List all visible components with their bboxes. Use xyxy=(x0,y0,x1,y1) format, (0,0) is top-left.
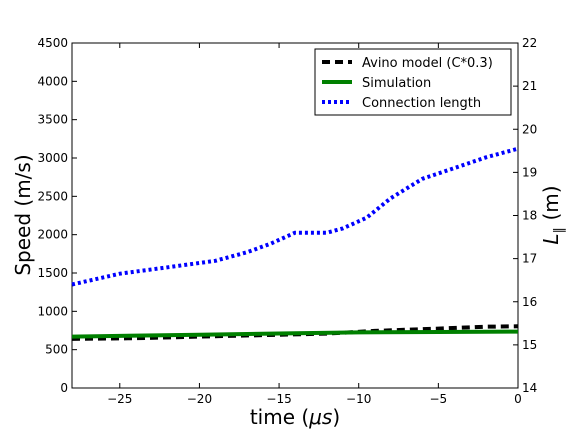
y-tick-label: 2500 xyxy=(37,189,68,203)
y2-tick-label: 14 xyxy=(522,381,537,395)
y-tick-label: 1000 xyxy=(37,304,68,318)
x-tick-label: −25 xyxy=(107,392,132,406)
y2-tick-label: 19 xyxy=(522,165,537,179)
y-tick-label: 3500 xyxy=(37,113,68,127)
y2-tick-label: 15 xyxy=(522,338,537,352)
y2-tick-label: 18 xyxy=(522,209,537,223)
y2-tick-label: 21 xyxy=(522,79,537,93)
series-line-simulation xyxy=(71,329,519,339)
legend-label-simulation: Simulation xyxy=(362,76,431,91)
y-tick-label: 4500 xyxy=(37,36,68,50)
legend-label-connection: Connection length xyxy=(362,96,481,111)
x-tick-label: 0 xyxy=(514,392,522,406)
x-tick-label: −10 xyxy=(346,392,371,406)
y2-tick-label: 17 xyxy=(522,252,537,266)
y-tick-label: 2000 xyxy=(37,228,68,242)
y2-tick-label: 16 xyxy=(522,295,537,309)
y-axis-label: Speed (m/s) xyxy=(11,154,35,275)
legend-label-avino: Avino model (C*0.3) xyxy=(362,56,493,71)
x-tick-label: −20 xyxy=(187,392,212,406)
ticks-layer: −25 −20 −15 −10 −5 0 0 500 1000 1500 2000 2500 3000 3… xyxy=(37,36,537,406)
y-tick-label: 4000 xyxy=(37,74,68,88)
x-tick-label: −5 xyxy=(430,392,448,406)
legend: Avino model (C*0.3) Simulation Connectio… xyxy=(314,48,512,116)
y-tick-label: 500 xyxy=(45,343,68,357)
y2-axis-label: L∥ (m) xyxy=(539,185,567,244)
y-tick-label: 0 xyxy=(60,381,68,395)
x-axis-label: time (μs) xyxy=(250,405,340,429)
series-layer xyxy=(71,146,519,341)
y2-tick-label: 20 xyxy=(522,122,537,136)
y2-tick-label: 22 xyxy=(522,36,537,50)
y-tick-label: 3000 xyxy=(37,151,68,165)
y-tick-label: 1500 xyxy=(37,266,68,280)
x-tick-label: −15 xyxy=(266,392,291,406)
